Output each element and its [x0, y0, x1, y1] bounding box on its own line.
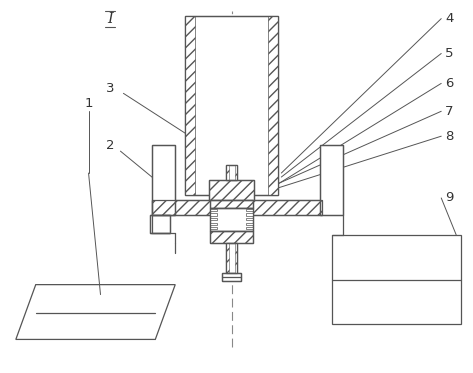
- Bar: [209, 180, 254, 200]
- Polygon shape: [246, 227, 254, 229]
- Polygon shape: [210, 227, 217, 229]
- Polygon shape: [246, 223, 254, 225]
- Bar: [150, 215, 170, 233]
- Bar: [235, 243, 237, 273]
- Polygon shape: [210, 218, 217, 220]
- Text: 3: 3: [106, 82, 115, 95]
- Polygon shape: [210, 209, 217, 211]
- Bar: [210, 231, 254, 243]
- Bar: [332, 235, 461, 325]
- Bar: [210, 200, 254, 208]
- Text: 9: 9: [445, 191, 454, 204]
- Bar: [210, 208, 254, 231]
- Bar: [152, 145, 175, 215]
- Bar: [226, 243, 237, 273]
- Bar: [221, 273, 242, 280]
- Polygon shape: [210, 223, 217, 225]
- Bar: [209, 180, 254, 200]
- Text: 4: 4: [445, 12, 454, 25]
- Bar: [152, 200, 322, 215]
- Bar: [185, 16, 278, 195]
- Bar: [152, 145, 175, 215]
- Polygon shape: [246, 213, 254, 216]
- Text: 5: 5: [445, 47, 454, 60]
- Polygon shape: [210, 213, 217, 216]
- Bar: [268, 16, 278, 195]
- Text: 6: 6: [445, 77, 454, 90]
- Bar: [226, 165, 237, 180]
- Bar: [209, 180, 254, 200]
- Bar: [210, 208, 254, 231]
- Text: 8: 8: [445, 130, 454, 143]
- Text: 2: 2: [106, 139, 115, 152]
- Polygon shape: [16, 285, 175, 339]
- Bar: [185, 16, 278, 195]
- Bar: [221, 273, 242, 280]
- Text: 7: 7: [445, 105, 454, 118]
- Bar: [152, 200, 322, 215]
- Bar: [210, 200, 254, 208]
- Bar: [226, 165, 228, 180]
- Bar: [226, 165, 237, 180]
- Polygon shape: [246, 218, 254, 220]
- Bar: [150, 215, 170, 233]
- Bar: [210, 231, 254, 243]
- Text: I: I: [107, 12, 114, 26]
- Bar: [152, 200, 322, 215]
- Bar: [320, 145, 342, 215]
- Bar: [226, 243, 237, 273]
- Bar: [210, 231, 254, 243]
- Bar: [320, 145, 342, 215]
- Text: 1: 1: [84, 97, 93, 110]
- Bar: [226, 243, 228, 273]
- Bar: [235, 165, 237, 180]
- Bar: [210, 200, 254, 208]
- Bar: [185, 16, 195, 195]
- Polygon shape: [246, 209, 254, 211]
